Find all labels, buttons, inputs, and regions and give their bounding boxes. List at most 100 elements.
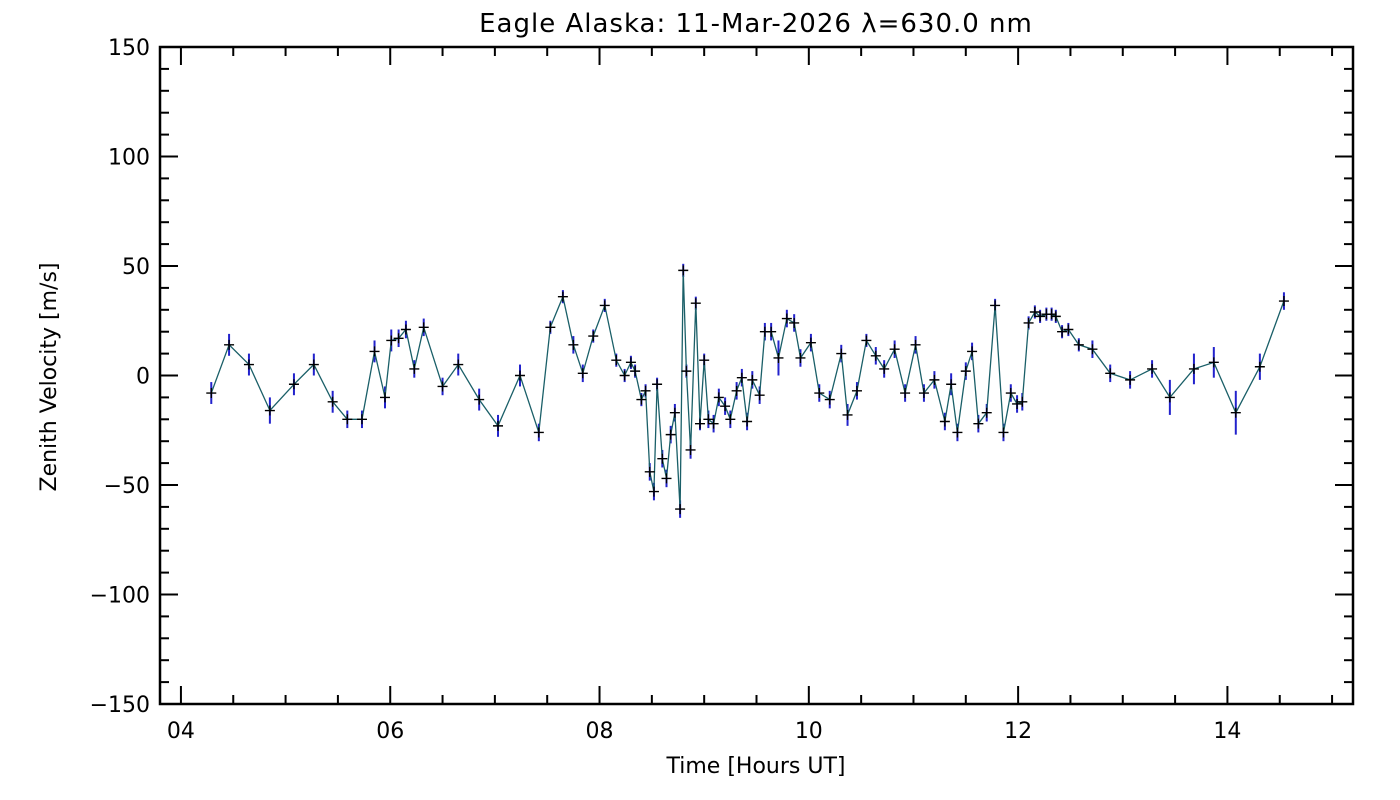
data-point-marker [418, 322, 429, 333]
data-point-marker [409, 363, 420, 374]
data-point-marker [981, 407, 992, 418]
data-point-marker [681, 366, 692, 377]
data-point-marker [1012, 398, 1023, 409]
data-point-marker [636, 394, 647, 405]
data-point-marker [1208, 357, 1219, 368]
data-point-marker [1087, 344, 1098, 355]
data-point-marker [619, 370, 630, 381]
y-tick-label: 150 [108, 36, 150, 61]
data-point-marker [842, 409, 853, 420]
data-point-marker [742, 416, 753, 427]
y-axis-label: Zenith Velocity [m/s] [37, 263, 62, 492]
x-tick-label: 12 [1004, 719, 1032, 744]
data-point-marker [939, 416, 950, 427]
data-point-marker [967, 346, 978, 357]
data-point-marker [474, 394, 485, 405]
data-point-marker [453, 359, 464, 370]
data-point-marker [795, 352, 806, 363]
data-point-marker [661, 473, 672, 484]
plot-frame [158, 45, 1355, 706]
data-point-marker [264, 405, 275, 416]
data-point-marker [588, 331, 599, 342]
series-line [210, 270, 1285, 510]
data-point-marker [952, 427, 963, 438]
y-tick-label: 100 [108, 146, 150, 171]
data-point-marker [747, 374, 758, 385]
error-bars [210, 263, 1285, 518]
data-markers [206, 265, 1289, 515]
data-point-marker [731, 385, 742, 396]
series-line-group [210, 270, 1285, 510]
data-point-marker [669, 407, 680, 418]
data-point-marker [400, 324, 411, 335]
x-tick-label: 10 [795, 719, 823, 744]
data-point-marker [1005, 388, 1016, 399]
data-point-marker [224, 339, 235, 350]
data-point-marker [1017, 396, 1028, 407]
data-point-marker [690, 298, 701, 309]
data-point-marker [665, 429, 676, 440]
data-point-marker [789, 317, 800, 328]
data-point-marker [625, 357, 636, 368]
data-point-marker [675, 504, 686, 515]
data-point-marker [652, 379, 663, 390]
data-point-marker [946, 379, 957, 390]
data-point-marker [713, 392, 724, 403]
data-point-marker [599, 300, 610, 311]
x-tick-label: 08 [586, 719, 614, 744]
data-point-marker [356, 414, 367, 425]
data-point-marker [766, 326, 777, 337]
y-tick-labels: −150 −100 −50 0 50 100 150 [90, 36, 150, 718]
data-point-marker [640, 385, 651, 396]
data-point-marker [1063, 324, 1074, 335]
data-point-marker [861, 335, 872, 346]
data-point-marker [630, 366, 641, 377]
data-point-marker [1278, 296, 1289, 307]
data-point-marker [694, 418, 705, 429]
data-point-marker [308, 359, 319, 370]
data-point-marker [725, 414, 736, 425]
data-point-marker [1164, 392, 1175, 403]
data-point-marker [393, 333, 404, 344]
data-point-marker [805, 337, 816, 348]
data-point-marker [773, 352, 784, 363]
data-point-marker [678, 265, 689, 276]
data-point-marker [657, 453, 668, 464]
data-point-marker [998, 427, 1009, 438]
y-tick-label: −150 [90, 693, 150, 718]
data-point-marker [437, 381, 448, 392]
x-tick-labels: 04 06 08 10 12 14 [167, 719, 1241, 744]
data-point-marker [1230, 407, 1241, 418]
data-point-marker [973, 418, 984, 429]
data-point-marker [900, 388, 911, 399]
data-point-marker [781, 313, 792, 324]
data-point-marker [493, 420, 504, 431]
data-point-marker [1125, 374, 1136, 385]
data-point-marker [1073, 339, 1084, 350]
axis-ticks [160, 46, 1353, 705]
chart-title: Eagle Alaska: 11-Mar-2026 λ=630.0 nm [479, 9, 1033, 39]
data-point-marker [206, 388, 217, 399]
data-point-marker [990, 300, 1001, 311]
data-point-marker [379, 392, 390, 403]
data-point-marker [533, 427, 544, 438]
data-point-marker [611, 355, 622, 366]
data-point-marker [889, 344, 900, 355]
data-point-marker [342, 414, 353, 425]
data-point-marker [1105, 368, 1116, 379]
data-point-marker [568, 339, 579, 350]
data-point-marker [929, 374, 940, 385]
x-tick-label: 04 [167, 719, 195, 744]
data-point-marker [918, 388, 929, 399]
y-tick-label: 0 [136, 365, 150, 390]
data-point-marker [836, 348, 847, 359]
data-point-marker [1029, 306, 1040, 317]
data-point-marker [685, 444, 696, 455]
data-point-marker [824, 394, 835, 405]
y-tick-label: 50 [122, 255, 150, 280]
x-tick-label: 14 [1213, 719, 1241, 744]
data-point-marker [736, 372, 747, 383]
data-point-marker [514, 370, 525, 381]
data-point-marker [754, 390, 765, 401]
